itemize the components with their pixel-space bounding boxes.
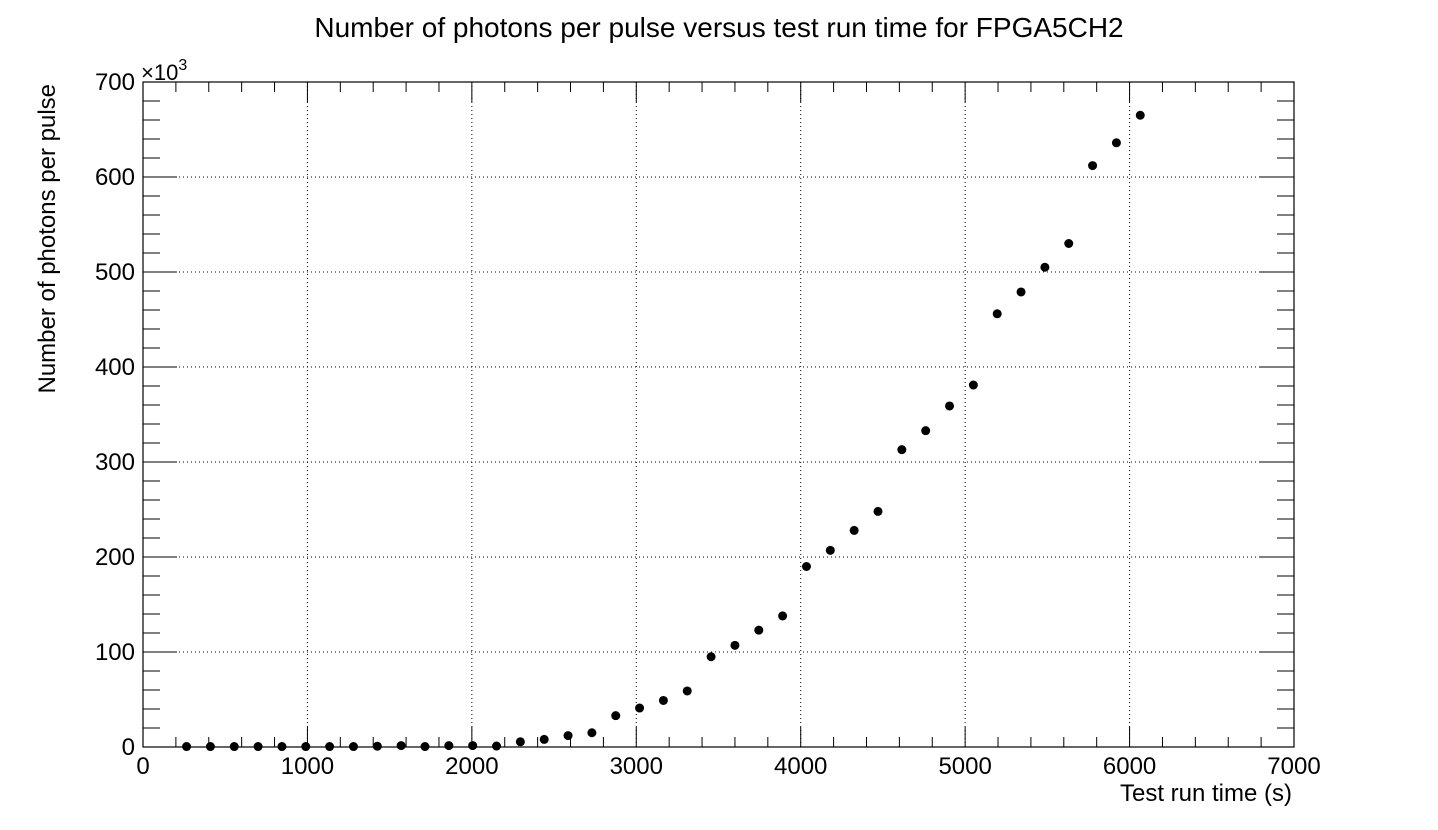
data-point xyxy=(444,741,454,751)
data-point xyxy=(873,506,883,516)
data-point xyxy=(182,742,192,752)
x-tick-label: 6000 xyxy=(1103,753,1156,780)
y-tick-label: 100 xyxy=(95,639,135,666)
y-tick-label: 200 xyxy=(95,544,135,571)
data-point xyxy=(754,625,764,635)
data-point xyxy=(587,728,597,738)
data-point xyxy=(277,742,287,752)
data-point xyxy=(1088,161,1098,171)
data-point xyxy=(348,742,358,752)
chart-title: Number of photons per pulse versus test … xyxy=(314,12,1123,43)
axis-ticks xyxy=(142,81,1295,748)
data-point xyxy=(325,742,335,752)
data-point xyxy=(992,309,1002,319)
y-tick-label: 700 xyxy=(95,69,135,96)
grid-lines xyxy=(143,82,1294,747)
data-point xyxy=(515,737,525,747)
data-point xyxy=(1064,239,1074,248)
x-axis-label: Test run time (s) xyxy=(1120,780,1292,807)
data-point xyxy=(563,731,573,741)
y-tick-label: 600 xyxy=(95,164,135,191)
data-point xyxy=(968,380,978,390)
data-point xyxy=(229,742,239,752)
data-point xyxy=(611,711,621,721)
data-point xyxy=(420,742,430,752)
data-point xyxy=(945,401,955,411)
x-tick-label: 0 xyxy=(136,753,149,780)
data-point xyxy=(801,562,811,571)
x-tick-label: 2000 xyxy=(445,753,498,780)
data-point xyxy=(730,640,740,650)
data-point xyxy=(468,741,478,751)
data-point xyxy=(205,742,215,752)
y-tick-labels: 0 100 200 300 400 500 600 700 xyxy=(95,69,135,761)
y-tick-label: 0 xyxy=(122,734,135,761)
data-points xyxy=(182,110,1145,752)
data-point xyxy=(1040,262,1050,272)
x-tick-labels: 0 1000 2000 3000 4000 5000 6000 7000 xyxy=(136,753,1320,780)
data-point xyxy=(897,445,907,455)
data-point xyxy=(682,686,692,696)
y-tick-label: 400 xyxy=(95,354,135,381)
plot-frame xyxy=(142,81,1295,748)
data-point xyxy=(1016,287,1026,297)
data-point xyxy=(635,703,645,713)
y-tick-label: 500 xyxy=(95,259,135,286)
data-point xyxy=(372,741,382,751)
data-point xyxy=(825,545,835,555)
data-point xyxy=(539,734,549,744)
x-tick-label: 4000 xyxy=(774,753,827,780)
y-axis-multiplier: ×103 xyxy=(141,57,187,85)
data-point xyxy=(1135,110,1145,120)
x-tick-label: 3000 xyxy=(610,753,663,780)
x-tick-label: 5000 xyxy=(938,753,991,780)
data-point xyxy=(778,611,788,621)
data-point xyxy=(1111,138,1121,148)
data-point xyxy=(658,695,668,705)
data-point xyxy=(706,652,716,662)
x-tick-label: 7000 xyxy=(1267,753,1320,780)
data-point xyxy=(253,742,263,752)
data-point xyxy=(301,742,311,752)
y-axis-label: Number of photons per pulse xyxy=(34,84,61,394)
data-point xyxy=(492,741,502,751)
x-tick-label: 1000 xyxy=(281,753,334,780)
data-point xyxy=(396,741,406,751)
data-point xyxy=(849,525,859,535)
data-point xyxy=(921,426,931,436)
y-tick-label: 300 xyxy=(95,449,135,476)
